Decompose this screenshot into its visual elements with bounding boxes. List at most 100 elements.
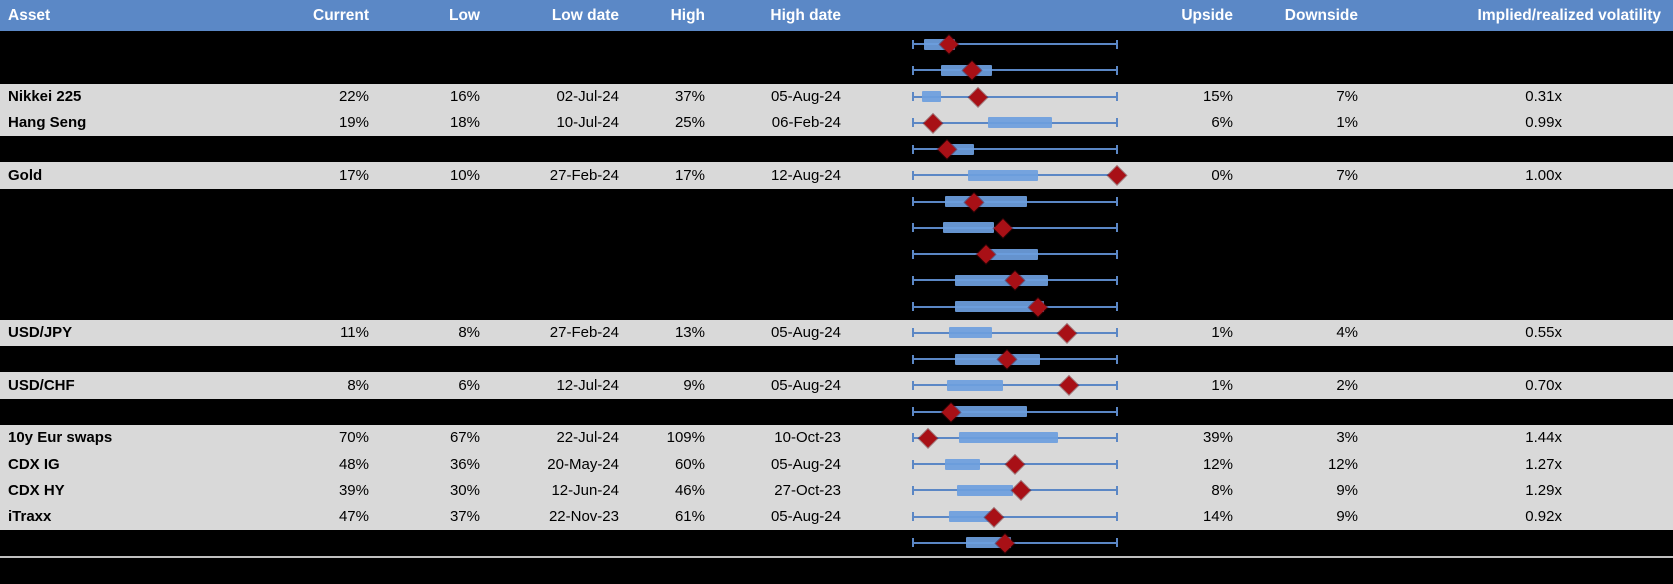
whisker-cap-right	[1116, 92, 1118, 102]
asset-cell: USD/JPY	[8, 324, 73, 342]
low-date-cell: 22-Nov-23	[548, 508, 619, 526]
iqr-box	[949, 406, 1028, 418]
range-boxplot	[847, 84, 1133, 110]
iqr-box	[955, 274, 1048, 286]
whisker-cap-right	[1116, 249, 1118, 259]
iqr-box	[965, 537, 1011, 549]
whisker-cap-right	[1116, 39, 1118, 49]
range-boxplot	[847, 189, 1133, 215]
asset-cell: Gold	[8, 166, 43, 184]
asset-cell: 10y Eur swaps	[8, 429, 113, 447]
current-marker-diamond	[1059, 376, 1078, 395]
iqr-box	[949, 327, 993, 339]
current-marker-diamond	[938, 140, 956, 158]
implied-realized-vol-cell: 0.99x	[1525, 114, 1562, 132]
upside-cell: 14%	[1202, 508, 1233, 526]
table-row: Hang Seng 19% 18% 10-Jul-24 25% 06-Feb-24 6% 1%…	[0, 109, 1673, 136]
iqr-box	[955, 353, 1040, 365]
range-boxplot	[847, 477, 1133, 503]
high-date-cell: 10-Oct-23	[774, 429, 841, 447]
low-date-cell: 10-Jul-24	[556, 114, 619, 132]
table-row-redacted	[0, 57, 1673, 84]
implied-realized-vol-cell: 1.27x	[1525, 455, 1562, 473]
upside-cell: 12%	[1202, 455, 1233, 473]
low-cell: 30%	[449, 481, 480, 499]
bottom-separator-line	[0, 556, 1673, 558]
iqr-box	[944, 458, 980, 470]
current-marker-diamond	[997, 350, 1016, 368]
whisker-line	[912, 148, 1118, 151]
whisker-cap-left	[912, 92, 914, 102]
current-marker-diamond	[923, 114, 942, 132]
low-cell: 67%	[449, 429, 480, 447]
low-cell: 10%	[449, 166, 480, 184]
high-cell: 37%	[674, 88, 705, 106]
current-marker-diamond	[1057, 324, 1076, 342]
whisker-cap-left	[912, 459, 914, 469]
low-cell: 18%	[449, 114, 480, 132]
downside-cell: 3%	[1336, 429, 1358, 447]
downside-cell: 7%	[1336, 166, 1358, 184]
low-cell: 6%	[458, 376, 480, 394]
range-boxplot	[847, 320, 1133, 346]
high-cell: 60%	[674, 455, 705, 473]
upside-cell: 39%	[1202, 429, 1233, 447]
high-date-cell: 05-Aug-24	[770, 508, 841, 526]
asset-cell: CDX IG	[8, 455, 60, 473]
upside-cell: 1%	[1211, 376, 1233, 394]
iqr-box	[944, 143, 974, 155]
iqr-box	[988, 117, 1053, 129]
whisker-line	[912, 95, 1118, 98]
iqr-box	[957, 484, 1013, 496]
whisker-cap-right	[1116, 65, 1118, 75]
range-boxplot	[847, 294, 1133, 320]
high-cell: 46%	[674, 481, 705, 499]
range-boxplot	[847, 451, 1133, 477]
current-marker-diamond	[1012, 481, 1031, 500]
low-cell: 16%	[449, 88, 480, 106]
whisker-cap-right	[1116, 302, 1118, 312]
implied-realized-vol-cell: 1.44x	[1525, 429, 1562, 447]
whisker-line	[912, 541, 1118, 544]
range-boxplot	[847, 425, 1133, 451]
current-cell: 47%	[338, 508, 369, 526]
implied-realized-vol-cell: 0.55x	[1525, 324, 1562, 342]
low-cell: 36%	[449, 455, 480, 473]
table-row: 10y Eur swaps 70% 67% 22-Jul-24 109% 10-Oct-2…	[0, 424, 1673, 451]
upside-cell: 1%	[1211, 324, 1233, 342]
column-header-low-date: Low date	[551, 6, 619, 24]
range-boxplot	[847, 110, 1133, 136]
high-date-cell: 05-Aug-24	[770, 324, 841, 342]
column-header-asset: Asset	[8, 6, 51, 24]
range-boxplot	[847, 241, 1133, 267]
table-body: Nikkei 225 22% 16% 02-Jul-24 37% 05-Aug-24 15%…	[0, 31, 1673, 556]
asset-cell: CDX HY	[8, 481, 65, 499]
whisker-cap-left	[912, 302, 914, 312]
table-row-redacted	[0, 241, 1673, 268]
upside-cell: 0%	[1211, 166, 1233, 184]
upside-cell: 15%	[1202, 88, 1233, 106]
whisker-cap-left	[912, 407, 914, 417]
current-cell: 17%	[338, 166, 369, 184]
whisker-line	[912, 331, 1118, 334]
whisker-cap-right	[1116, 485, 1118, 495]
table-row-redacted	[0, 136, 1673, 163]
downside-cell: 9%	[1336, 508, 1358, 526]
range-boxplot	[847, 372, 1133, 398]
high-cell: 9%	[683, 376, 705, 394]
whisker-cap-right	[1116, 197, 1118, 207]
table-row-redacted	[0, 31, 1673, 58]
table-row-redacted	[0, 293, 1673, 320]
iqr-box	[947, 379, 1003, 391]
current-cell: 48%	[338, 455, 369, 473]
iqr-box	[955, 301, 1044, 313]
iqr-box	[959, 432, 1059, 444]
iqr-box	[922, 91, 941, 103]
current-marker-diamond	[993, 219, 1012, 237]
table-row-redacted	[0, 267, 1673, 294]
column-header-high-date: High date	[770, 6, 841, 24]
range-boxplot	[847, 136, 1133, 162]
current-marker-diamond	[1006, 455, 1024, 473]
low-cell: 8%	[458, 324, 480, 342]
current-cell: 39%	[338, 481, 369, 499]
